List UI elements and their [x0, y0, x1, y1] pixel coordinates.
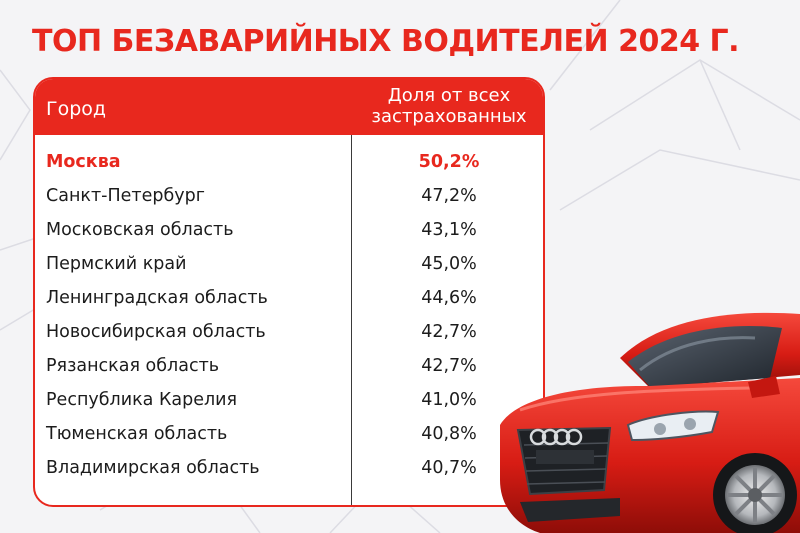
row-share: 42,7% — [421, 322, 477, 342]
row-city: Пермский край — [46, 254, 187, 274]
row-city: Москва — [46, 152, 121, 172]
row-city: Владимирская область — [46, 458, 260, 478]
row-share: 45,0% — [421, 254, 477, 274]
table-row: Новосибирская область 42,7% — [35, 316, 543, 350]
row-share: 40,8% — [421, 424, 477, 444]
row-city: Тюменская область — [46, 424, 228, 444]
page-title: ТОП БЕЗАВАРИЙНЫХ ВОДИТЕЛЕЙ 2024 Г. — [32, 24, 740, 59]
column-divider — [351, 135, 352, 505]
table-body: Москва 50,2% Санкт-Петербург 47,2% Моско… — [35, 146, 543, 486]
row-city: Санкт-Петербург — [46, 186, 205, 206]
row-share: 41,0% — [421, 390, 477, 410]
table-row: Санкт-Петербург 47,2% — [35, 180, 543, 214]
row-share: 50,2% — [418, 152, 480, 172]
row-share: 42,7% — [421, 356, 477, 376]
table-row: Ленинградская область 44,6% — [35, 282, 543, 316]
table-row: Тюменская область 40,8% — [35, 418, 543, 452]
row-city: Ленинградская область — [46, 288, 268, 308]
table-row: Владимирская область 40,7% — [35, 452, 543, 486]
ranking-table: Город Доля от всех застрахованных Москва… — [33, 77, 545, 507]
table-row: Московская область 43,1% — [35, 214, 543, 248]
column-header-share: Доля от всех застрахованных — [371, 85, 527, 127]
table-row: Рязанская область 42,7% — [35, 350, 543, 384]
row-city: Новосибирская область — [46, 322, 266, 342]
row-city: Республика Карелия — [46, 390, 238, 410]
row-share: 43,1% — [421, 220, 477, 240]
table-row: Республика Карелия 41,0% — [35, 384, 543, 418]
row-share: 44,6% — [421, 288, 477, 308]
table-row: Пермский край 45,0% — [35, 248, 543, 282]
row-share: 47,2% — [421, 186, 477, 206]
column-header-city: Город — [46, 98, 107, 120]
table-row: Москва 50,2% — [35, 146, 543, 180]
row-city: Рязанская область — [46, 356, 220, 376]
table-header: Город Доля от всех застрахованных — [35, 79, 543, 135]
row-share: 40,7% — [421, 458, 477, 478]
row-city: Московская область — [46, 220, 234, 240]
car-image — [500, 312, 800, 533]
